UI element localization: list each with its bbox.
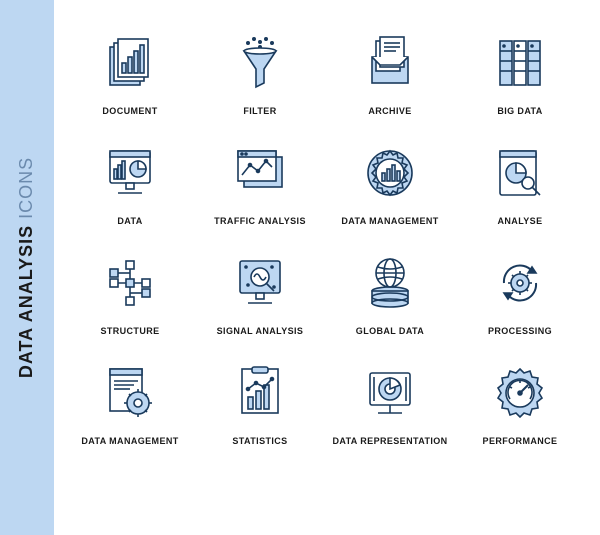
analyse-icon <box>487 140 553 206</box>
sidebar-title-bold: DATA ANALYSIS <box>17 225 37 378</box>
data-representation-icon <box>357 360 423 426</box>
document-icon <box>97 30 163 96</box>
filter-icon <box>227 30 293 96</box>
traffic-analysis-icon <box>227 140 293 206</box>
label: DATA REPRESENTATION <box>332 436 447 446</box>
icon-grid: DOCUMENT FILTER ARCHIVE <box>70 30 580 446</box>
label: ANALYSE <box>498 216 543 226</box>
label: FILTER <box>243 106 276 116</box>
cell-document: DOCUMENT <box>70 30 190 116</box>
label: BIG DATA <box>497 106 542 116</box>
cell-structure: STRUCTURE <box>70 250 190 336</box>
big-data-icon <box>487 30 553 96</box>
label: TRAFFIC ANALYSIS <box>214 216 306 226</box>
label: PROCESSING <box>488 326 552 336</box>
label: ARCHIVE <box>368 106 411 116</box>
label: DATA <box>117 216 142 226</box>
cell-processing: PROCESSING <box>460 250 580 336</box>
data-icon <box>97 140 163 206</box>
label: DATA MANAGEMENT <box>81 436 178 446</box>
cell-filter: FILTER <box>200 30 320 116</box>
cell-global-data: GLOBAL DATA <box>330 250 450 336</box>
label: DOCUMENT <box>102 106 157 116</box>
sidebar-title-light: ICONS <box>17 157 37 225</box>
cell-analyse: ANALYSE <box>460 140 580 226</box>
processing-icon <box>487 250 553 316</box>
cell-big-data: BIG DATA <box>460 30 580 116</box>
cell-data-representation: DATA REPRESENTATION <box>330 360 450 446</box>
cell-traffic-analysis: TRAFFIC ANALYSIS <box>200 140 320 226</box>
sidebar-title: DATA ANALYSIS ICONS <box>17 157 38 378</box>
label: SIGNAL ANALYSIS <box>217 326 304 336</box>
data-management-icon <box>357 140 423 206</box>
statistics-icon <box>227 360 293 426</box>
cell-archive: ARCHIVE <box>330 30 450 116</box>
cell-performance: PERFORMANCE <box>460 360 580 446</box>
data-management-2-icon <box>97 360 163 426</box>
label: STATISTICS <box>232 436 287 446</box>
label: GLOBAL DATA <box>356 326 424 336</box>
cell-data: DATA <box>70 140 190 226</box>
archive-icon <box>357 30 423 96</box>
cell-data-management: DATA MANAGEMENT <box>330 140 450 226</box>
label: STRUCTURE <box>100 326 159 336</box>
label: PERFORMANCE <box>483 436 558 446</box>
cell-data-management-2: DATA MANAGEMENT <box>70 360 190 446</box>
structure-icon <box>97 250 163 316</box>
cell-statistics: STATISTICS <box>200 360 320 446</box>
performance-icon <box>487 360 553 426</box>
signal-analysis-icon <box>227 250 293 316</box>
label: DATA MANAGEMENT <box>341 216 438 226</box>
global-data-icon <box>357 250 423 316</box>
cell-signal-analysis: SIGNAL ANALYSIS <box>200 250 320 336</box>
sidebar: DATA ANALYSIS ICONS <box>0 0 54 535</box>
